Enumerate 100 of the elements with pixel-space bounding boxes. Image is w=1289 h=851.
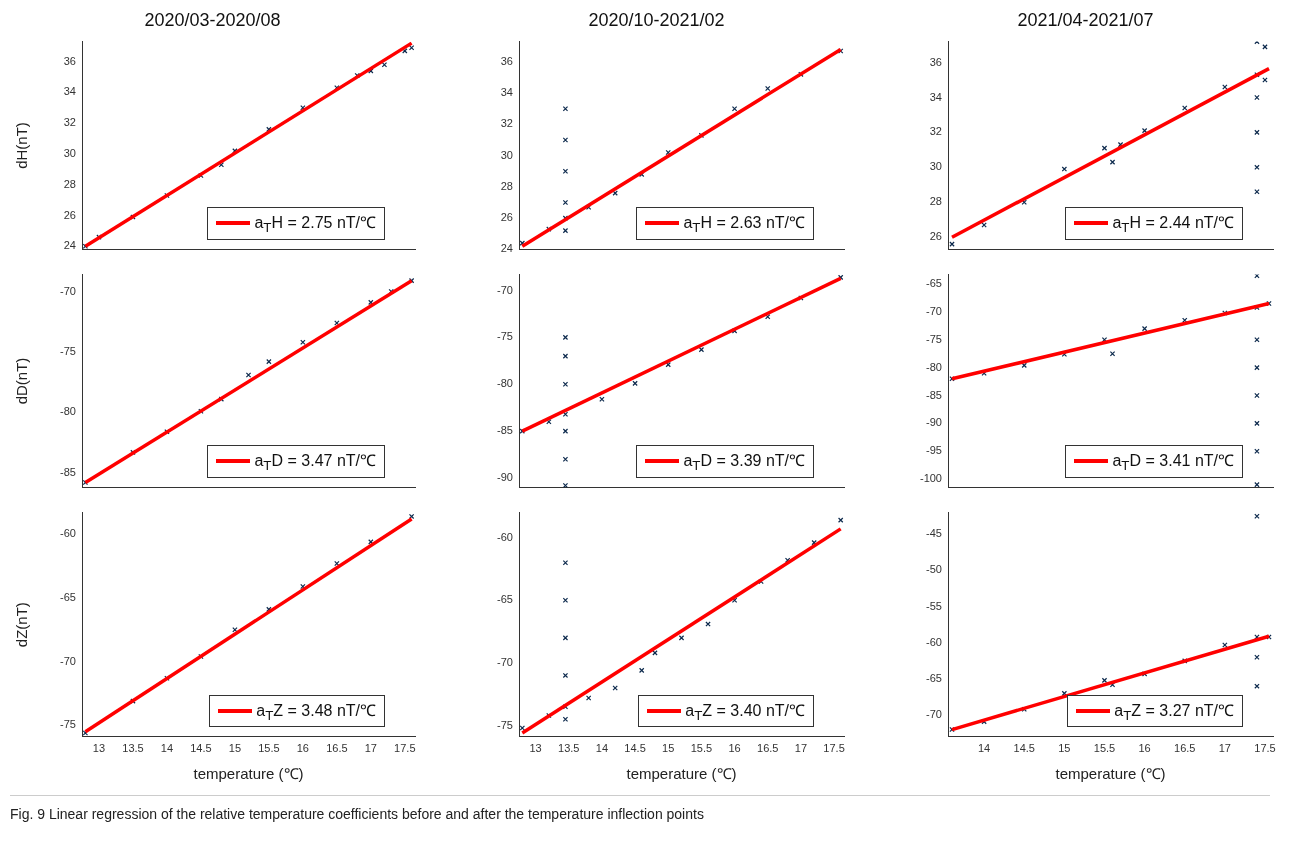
y-tick-label: 32 [929, 125, 942, 138]
legend-label: a$_{T}$Z = 3.40 nT/℃ [685, 700, 805, 723]
point [1254, 274, 1260, 279]
point [1222, 84, 1228, 90]
point [300, 339, 306, 346]
x-axis-title: temperature (℃) [626, 765, 737, 783]
point [1254, 481, 1260, 488]
y-tick-label: -70 [497, 655, 513, 668]
y-tick-label: 30 [63, 147, 76, 159]
point [1254, 683, 1260, 689]
y-tick-label: -90 [926, 416, 942, 429]
y-tick-label: 36 [500, 54, 513, 67]
point [1254, 392, 1260, 399]
point [652, 650, 658, 656]
y-axis-title: dZ(nT) [13, 602, 31, 648]
y-tick-label: -95 [926, 444, 942, 457]
y-tick-label: 30 [500, 148, 513, 161]
y-tick-label: -70 [497, 283, 513, 296]
point [1109, 159, 1116, 165]
point [678, 635, 685, 641]
x-tick-label: 14 [160, 742, 174, 755]
point [334, 560, 340, 567]
y-tick-label: 24 [63, 239, 76, 252]
legend-label: a$_{T}$Z = 3.48 nT/℃ [256, 700, 376, 723]
x-tick-label: 16.5 [1174, 742, 1196, 755]
point [949, 241, 955, 247]
x-tick-label: 16 [728, 742, 741, 755]
point [562, 456, 569, 462]
x-tick-label: 13 [529, 742, 542, 755]
x-tick-label: 13.5 [558, 742, 580, 755]
y-tick-label: -75 [60, 345, 76, 358]
y-tick-label: 34 [929, 90, 942, 103]
y-tick-label: -75 [497, 718, 513, 731]
y-tick-label: -65 [497, 593, 513, 606]
point [731, 106, 738, 112]
y-tick-label: -45 [926, 527, 942, 540]
point [1254, 654, 1260, 660]
y-tick-label: 36 [929, 55, 942, 68]
x-tick-label: 15 [1058, 742, 1071, 755]
chart-title: 2020/03-2020/08 [144, 9, 281, 30]
y-tick-label: -60 [926, 635, 942, 648]
point [1141, 325, 1148, 332]
y-tick-label: 36 [63, 54, 76, 67]
legend-label: a$_{T}$H = 2.44 nT/℃ [1112, 213, 1234, 236]
y-tick-label: 24 [500, 242, 513, 255]
chart-title: 2021/04-2021/07 [1017, 9, 1154, 30]
point [562, 168, 569, 174]
y-tick-label: -60 [60, 527, 76, 540]
point [638, 667, 645, 674]
x-tick-label: 16 [296, 742, 309, 755]
y-tick-label: -90 [497, 471, 513, 484]
point [562, 716, 569, 722]
point [1262, 44, 1268, 50]
legend-label: a$_{T}$H = 2.63 nT/℃ [683, 213, 805, 236]
x-tick-label: 15.5 [690, 742, 713, 755]
point [562, 559, 569, 566]
y-tick-label: -85 [497, 424, 513, 437]
point [562, 635, 569, 641]
point [1254, 448, 1260, 454]
point [232, 627, 238, 633]
y-tick-label: -80 [60, 405, 76, 418]
y-tick-label: -55 [926, 599, 942, 612]
x-tick-label: 16 [1138, 742, 1151, 755]
y-tick-label: 28 [63, 177, 76, 190]
point [519, 725, 526, 731]
point [612, 685, 618, 691]
x-tick-label: 14 [595, 742, 609, 755]
x-tick-label: 17 [794, 742, 808, 755]
y-tick-label: 26 [929, 230, 942, 243]
x-tick-label: 16.5 [757, 742, 779, 755]
y-tick-label: -75 [926, 332, 942, 345]
y-tick-label: -70 [60, 284, 76, 297]
point [599, 396, 605, 402]
y-tick-label: -65 [60, 590, 76, 603]
point [1182, 105, 1188, 111]
point [562, 137, 569, 143]
point [562, 381, 569, 387]
point [765, 85, 771, 92]
point [632, 380, 638, 387]
y-tick-label: -75 [60, 718, 76, 731]
legend-label: a$_{T}$D = 3.41 nT/℃ [1112, 451, 1234, 474]
point [562, 428, 569, 434]
caption: Fig. 9 Linear regression of the relative temperature coefficients before and after the temperature inflection points [10, 806, 705, 822]
point [562, 227, 569, 234]
x-tick-label: 17.5 [823, 742, 845, 755]
legend-label: a$_{T}$H = 2.75 nT/℃ [254, 213, 376, 236]
point [1254, 129, 1260, 136]
legend-label: a$_{T}$Z = 3.27 nT/℃ [1114, 700, 1234, 723]
point [266, 358, 272, 365]
x-tick-label: 14.5 [624, 742, 646, 755]
y-tick-label: 34 [500, 86, 513, 99]
y-tick-label: -70 [926, 708, 942, 721]
point [1254, 337, 1260, 343]
y-tick-label: 34 [63, 85, 76, 98]
y-tick-label: 26 [500, 211, 513, 224]
y-tick-label: -80 [497, 377, 513, 390]
y-tick-label: -85 [60, 465, 76, 478]
y-tick-label: -85 [926, 388, 942, 401]
point [562, 334, 569, 341]
point [1254, 364, 1260, 371]
